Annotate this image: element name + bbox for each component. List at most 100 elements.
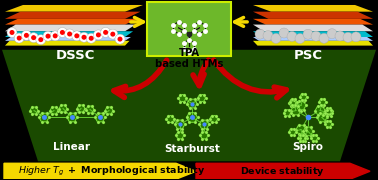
Circle shape bbox=[22, 30, 31, 40]
Polygon shape bbox=[187, 99, 197, 108]
Polygon shape bbox=[166, 116, 174, 122]
Polygon shape bbox=[175, 120, 185, 129]
Text: Starburst: Starburst bbox=[164, 144, 220, 154]
Polygon shape bbox=[253, 5, 373, 12]
Circle shape bbox=[57, 28, 67, 37]
Text: Spiro: Spiro bbox=[293, 142, 324, 152]
Circle shape bbox=[96, 32, 101, 37]
Polygon shape bbox=[5, 19, 138, 25]
Polygon shape bbox=[5, 37, 131, 41]
Polygon shape bbox=[67, 113, 77, 122]
Polygon shape bbox=[291, 106, 301, 115]
Polygon shape bbox=[77, 105, 85, 112]
Polygon shape bbox=[325, 108, 332, 114]
FancyArrow shape bbox=[196, 163, 370, 179]
Circle shape bbox=[335, 31, 345, 41]
Polygon shape bbox=[284, 110, 291, 116]
Circle shape bbox=[351, 32, 361, 42]
Polygon shape bbox=[200, 132, 208, 139]
Text: DSSC: DSSC bbox=[55, 49, 94, 62]
Polygon shape bbox=[303, 127, 313, 136]
Circle shape bbox=[31, 35, 36, 40]
Circle shape bbox=[14, 33, 24, 43]
Polygon shape bbox=[50, 107, 58, 114]
Circle shape bbox=[7, 28, 17, 37]
Circle shape bbox=[103, 30, 108, 35]
Circle shape bbox=[303, 29, 313, 39]
Circle shape bbox=[65, 29, 74, 39]
Circle shape bbox=[255, 29, 265, 39]
Polygon shape bbox=[5, 31, 133, 37]
Polygon shape bbox=[2, 50, 376, 161]
FancyBboxPatch shape bbox=[147, 2, 231, 56]
Polygon shape bbox=[30, 107, 38, 114]
Polygon shape bbox=[59, 105, 67, 112]
Circle shape bbox=[311, 31, 321, 41]
Circle shape bbox=[287, 31, 297, 41]
Circle shape bbox=[38, 37, 43, 42]
Circle shape bbox=[271, 33, 281, 43]
Polygon shape bbox=[253, 41, 373, 46]
Polygon shape bbox=[325, 110, 332, 116]
Circle shape bbox=[36, 35, 46, 45]
Polygon shape bbox=[5, 25, 136, 31]
Circle shape bbox=[24, 33, 29, 38]
Circle shape bbox=[279, 28, 289, 38]
Circle shape bbox=[93, 30, 104, 40]
Polygon shape bbox=[298, 135, 305, 141]
Circle shape bbox=[327, 29, 337, 39]
Text: TPA
based HTMs: TPA based HTMs bbox=[155, 48, 223, 69]
Circle shape bbox=[79, 32, 89, 42]
FancyArrow shape bbox=[4, 163, 196, 179]
Circle shape bbox=[319, 33, 329, 43]
Polygon shape bbox=[5, 5, 143, 12]
Polygon shape bbox=[198, 95, 206, 102]
Circle shape bbox=[45, 34, 51, 39]
Circle shape bbox=[74, 33, 79, 38]
Polygon shape bbox=[319, 99, 326, 105]
Circle shape bbox=[263, 31, 273, 40]
Polygon shape bbox=[253, 12, 373, 19]
Text: $\mathit{Higher\ T_g}$$\bf{\ +\ Morphological\ stability}$: $\mathit{Higher\ T_g}$$\bf{\ +\ Morpholo… bbox=[18, 165, 206, 178]
Circle shape bbox=[115, 34, 125, 44]
Polygon shape bbox=[105, 107, 113, 114]
Circle shape bbox=[67, 31, 72, 37]
Polygon shape bbox=[199, 120, 209, 129]
Polygon shape bbox=[317, 113, 327, 122]
Polygon shape bbox=[289, 100, 296, 106]
Circle shape bbox=[17, 36, 22, 40]
Circle shape bbox=[82, 35, 87, 40]
Polygon shape bbox=[95, 113, 105, 122]
Text: $\bf{Device\ stability}$: $\bf{Device\ stability}$ bbox=[240, 165, 325, 178]
Polygon shape bbox=[210, 116, 218, 122]
Polygon shape bbox=[86, 106, 94, 113]
Circle shape bbox=[53, 33, 58, 38]
Circle shape bbox=[110, 32, 115, 37]
Polygon shape bbox=[5, 41, 130, 46]
Circle shape bbox=[295, 33, 305, 44]
Circle shape bbox=[50, 31, 60, 41]
Text: Linear: Linear bbox=[54, 142, 90, 152]
Polygon shape bbox=[296, 125, 306, 134]
Polygon shape bbox=[253, 19, 373, 25]
Circle shape bbox=[343, 32, 353, 42]
Polygon shape bbox=[300, 135, 307, 141]
Circle shape bbox=[118, 37, 122, 42]
Polygon shape bbox=[311, 135, 318, 141]
Polygon shape bbox=[5, 12, 141, 19]
Polygon shape bbox=[176, 132, 184, 139]
Text: PSC: PSC bbox=[293, 49, 322, 62]
Circle shape bbox=[108, 29, 118, 39]
Polygon shape bbox=[253, 25, 373, 31]
Polygon shape bbox=[39, 113, 49, 122]
Polygon shape bbox=[253, 37, 373, 41]
Circle shape bbox=[29, 33, 39, 43]
Polygon shape bbox=[315, 106, 325, 115]
Circle shape bbox=[9, 30, 14, 35]
Circle shape bbox=[101, 27, 111, 37]
Polygon shape bbox=[300, 94, 307, 100]
Polygon shape bbox=[186, 113, 197, 122]
Polygon shape bbox=[289, 129, 296, 135]
Polygon shape bbox=[296, 101, 306, 110]
Circle shape bbox=[89, 36, 94, 41]
